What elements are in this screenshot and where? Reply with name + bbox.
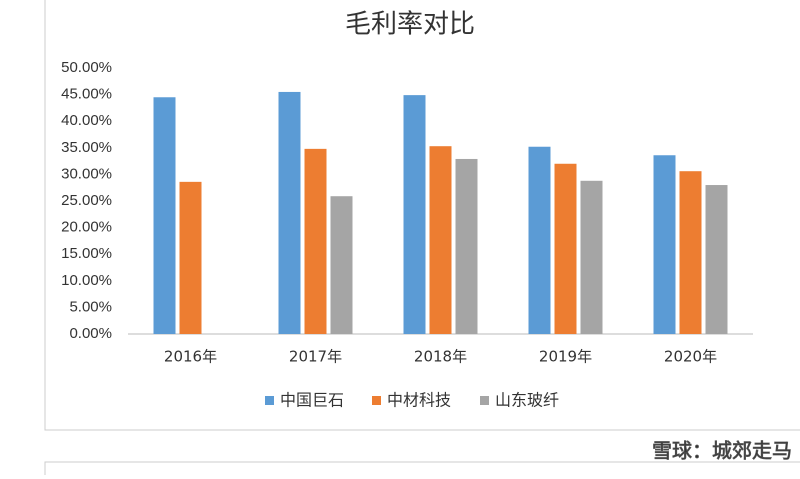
- bar: [455, 158, 478, 334]
- bar: [330, 196, 353, 334]
- y-tick-label: 25.00%: [61, 192, 112, 209]
- y-tick-label: 15.00%: [61, 245, 112, 262]
- y-tick-label: 50.00%: [61, 59, 112, 76]
- legend-label: 中国巨石: [280, 391, 344, 410]
- x-tick-label: 2017年: [289, 348, 342, 366]
- y-tick-label: 30.00%: [61, 165, 112, 182]
- legend-label: 山东玻纤: [495, 391, 559, 410]
- next-frame: [44, 461, 800, 479]
- legend-swatch: [265, 396, 274, 405]
- chart-title: 毛利率对比: [345, 10, 475, 40]
- x-tick-label: 2020年: [664, 348, 717, 366]
- y-tick-label: 10.00%: [61, 272, 112, 289]
- bar: [528, 146, 551, 334]
- y-tick-label: 0.00%: [69, 325, 112, 342]
- bar: [429, 146, 452, 334]
- x-tick-label: 2018年: [414, 348, 467, 366]
- bar: [153, 97, 176, 334]
- y-tick-label: 5.00%: [69, 298, 112, 315]
- bar: [580, 180, 603, 334]
- bar: [179, 181, 202, 334]
- legend-swatch: [480, 396, 489, 405]
- bar: [653, 155, 676, 334]
- y-tick-label: 20.00%: [61, 219, 112, 236]
- x-tick-label: 2016年: [164, 348, 217, 366]
- bar: [278, 91, 301, 334]
- y-tick-label: 35.00%: [61, 139, 112, 156]
- bar: [403, 95, 426, 334]
- bar: [554, 163, 577, 334]
- watermark: 雪球：城郊走马: [652, 439, 792, 463]
- legend-label: 中材科技: [387, 391, 451, 410]
- bar: [679, 171, 702, 334]
- legend-swatch: [372, 396, 381, 405]
- x-tick-label: 2019年: [539, 348, 592, 366]
- y-tick-label: 45.00%: [61, 86, 112, 103]
- bar: [304, 148, 327, 334]
- y-tick-label: 40.00%: [61, 112, 112, 129]
- bar: [705, 185, 728, 334]
